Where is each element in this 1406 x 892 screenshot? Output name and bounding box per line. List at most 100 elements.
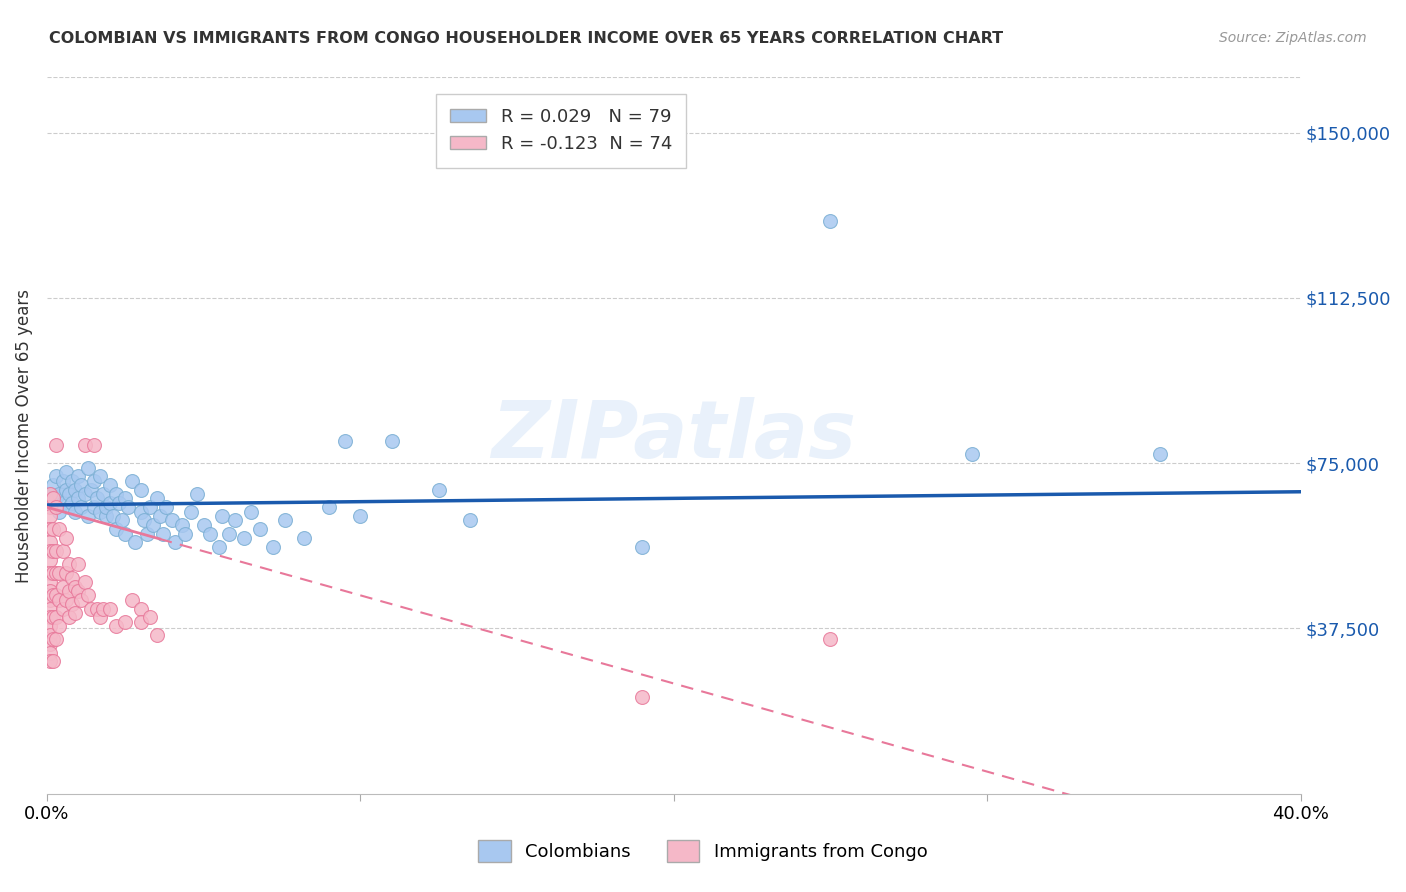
Point (186, 487, 208, 501)
Point (114, 526, 136, 541)
Point (145, 628, 167, 642)
Point (58, 558, 80, 572)
Point (55, 592, 77, 607)
Point (162, 513, 184, 527)
Point (42, 500, 65, 515)
Point (104, 619, 127, 633)
Point (45, 491, 67, 506)
Point (45, 610, 67, 624)
Point (239, 505, 262, 519)
Point (55, 465, 77, 479)
Point (349, 508, 371, 523)
Point (76, 508, 98, 523)
Point (83, 438, 105, 452)
Point (45, 566, 67, 581)
Point (155, 500, 177, 515)
Point (63, 483, 86, 497)
Point (211, 508, 233, 523)
Point (55, 483, 77, 497)
Point (45, 500, 67, 515)
Point (124, 535, 146, 549)
Point (48, 619, 70, 633)
Point (98, 601, 121, 615)
Point (60, 474, 83, 488)
Point (381, 434, 404, 448)
Point (55, 531, 77, 545)
Point (262, 540, 284, 554)
Point (149, 508, 172, 523)
Point (218, 526, 240, 541)
Point (86, 601, 108, 615)
Y-axis label: Householder Income Over 65 years: Householder Income Over 65 years (15, 288, 32, 582)
Point (73, 438, 96, 452)
Point (60, 496, 83, 510)
Point (45, 544, 67, 558)
Point (129, 505, 152, 519)
Point (960, 447, 983, 461)
Point (820, 213, 842, 227)
Point (458, 513, 481, 527)
Point (70, 478, 93, 492)
Point (76, 460, 98, 475)
Point (67, 583, 90, 598)
Point (427, 483, 450, 497)
Point (180, 505, 202, 519)
Point (42, 544, 65, 558)
Point (39, 646, 62, 660)
Point (39, 508, 62, 523)
Point (58, 583, 80, 598)
Point (70, 592, 93, 607)
Point (39, 610, 62, 624)
Text: Source: ZipAtlas.com: Source: ZipAtlas.com (1219, 31, 1367, 45)
Point (45, 469, 67, 483)
Point (139, 610, 162, 624)
Point (274, 513, 297, 527)
Point (173, 526, 195, 541)
Point (39, 655, 62, 669)
Point (142, 517, 165, 532)
Point (67, 469, 90, 483)
Point (631, 540, 654, 554)
Point (820, 632, 842, 647)
Point (193, 517, 215, 532)
Point (101, 508, 124, 523)
Point (48, 592, 70, 607)
Point (58, 500, 80, 515)
Point (58, 610, 80, 624)
Point (39, 619, 62, 633)
Point (91, 487, 114, 501)
Point (224, 513, 246, 527)
Point (111, 513, 134, 527)
Point (39, 637, 62, 651)
Point (89, 505, 111, 519)
Point (76, 588, 98, 602)
Point (42, 655, 65, 669)
Point (104, 522, 127, 536)
Point (58, 487, 80, 501)
Point (117, 500, 139, 515)
Point (39, 601, 62, 615)
Point (89, 610, 111, 624)
Point (139, 500, 162, 515)
Point (333, 434, 356, 448)
Point (45, 632, 67, 647)
Point (39, 628, 62, 642)
Point (70, 500, 93, 515)
Point (42, 610, 65, 624)
Legend: R = 0.029   N = 79, R = -0.123  N = 74: R = 0.029 N = 79, R = -0.123 N = 74 (436, 94, 686, 168)
Text: COLOMBIAN VS IMMIGRANTS FROM CONGO HOUSEHOLDER INCOME OVER 65 YEARS CORRELATION : COLOMBIAN VS IMMIGRANTS FROM CONGO HOUSE… (49, 31, 1004, 46)
Point (51, 496, 73, 510)
Point (129, 601, 152, 615)
Point (98, 478, 121, 492)
Point (114, 491, 136, 506)
Point (39, 487, 62, 501)
Point (631, 690, 654, 704)
Point (39, 566, 62, 581)
Point (39, 583, 62, 598)
Point (51, 544, 73, 558)
Point (121, 474, 143, 488)
Point (121, 592, 143, 607)
Point (42, 632, 65, 647)
Point (108, 496, 131, 510)
Point (45, 588, 67, 602)
